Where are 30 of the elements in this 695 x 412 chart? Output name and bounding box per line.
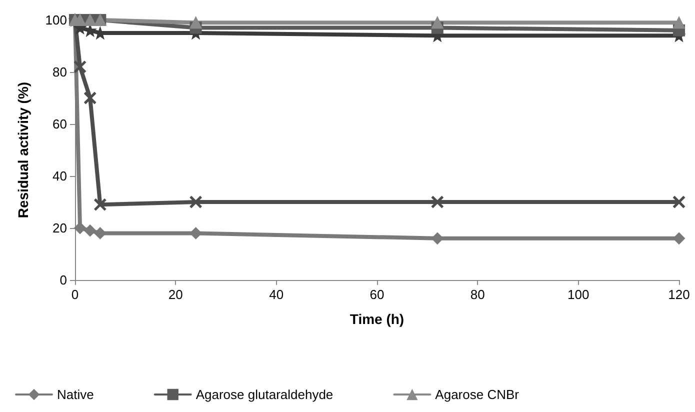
y-tick-label: 60 — [52, 116, 67, 132]
y-tick-label: 0 — [60, 272, 67, 288]
x-tick-label: 20 — [168, 287, 183, 302]
point — [673, 196, 685, 208]
point — [84, 224, 96, 237]
y-tick-label: 20 — [52, 220, 67, 236]
x-tick-label: 80 — [470, 287, 485, 302]
x-tick-label: 60 — [370, 287, 384, 302]
point — [431, 16, 444, 29]
point — [673, 232, 685, 244]
y-tick-label: 40 — [52, 168, 67, 184]
point — [84, 92, 96, 104]
point — [431, 196, 444, 208]
y-axis-title: Residual activity (%) — [15, 82, 31, 218]
x-tick-label: 40 — [269, 287, 284, 302]
legend-label: Native — [57, 387, 94, 402]
x-axis-title: Time (h) — [350, 311, 404, 327]
point — [94, 198, 106, 211]
y-tick-label: 100 — [45, 12, 67, 28]
y-tick-label: 80 — [52, 64, 67, 80]
x-tick-label: 0 — [71, 287, 79, 302]
point — [74, 222, 86, 234]
point — [673, 16, 685, 29]
point — [74, 60, 86, 73]
point — [190, 16, 202, 29]
point — [190, 196, 202, 208]
legend-label: Agarose glutaraldehyde — [196, 387, 334, 402]
x-tick-label: 120 — [668, 287, 690, 302]
legend-label: Agarose CNBr — [435, 387, 520, 402]
x-tick-label: 100 — [567, 287, 590, 302]
